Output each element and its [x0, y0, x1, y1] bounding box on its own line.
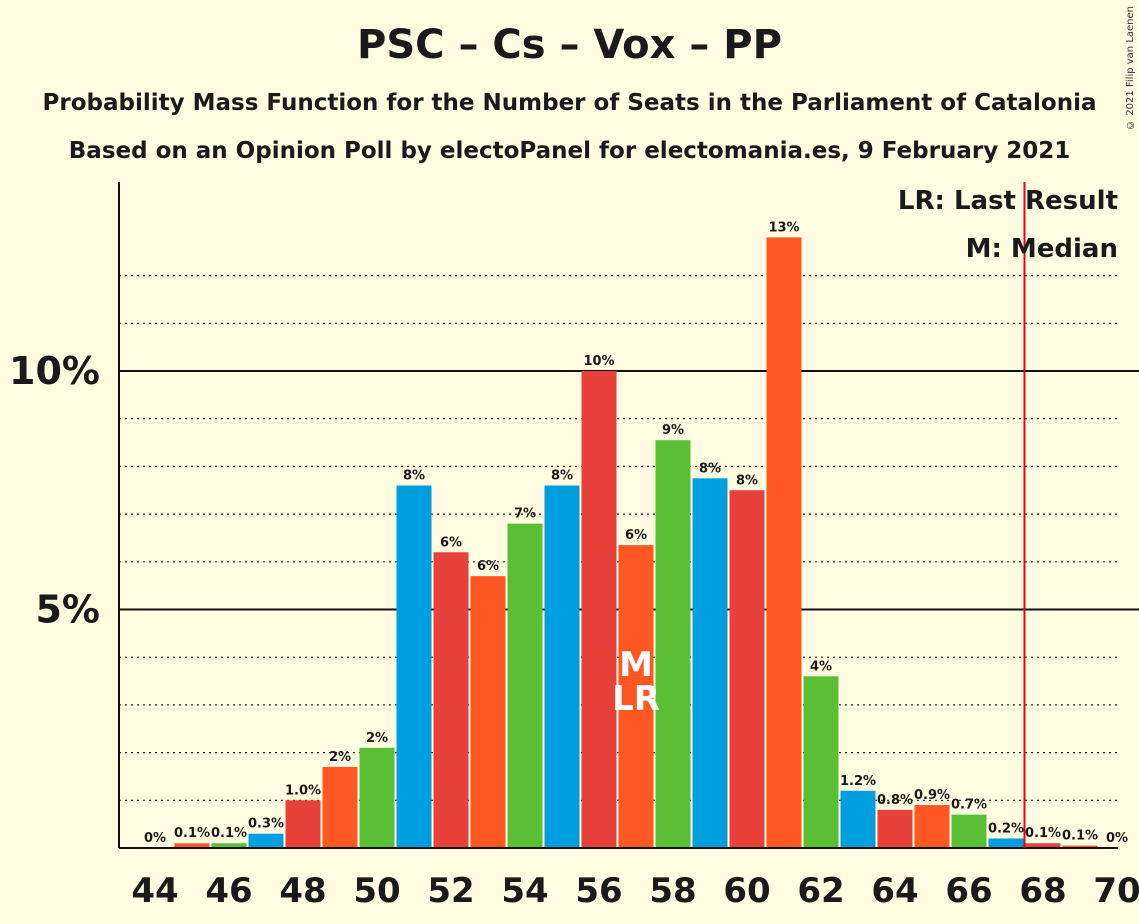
bar-seat-50 [359, 747, 395, 848]
bar-value-label: 6% [440, 535, 462, 550]
x-tick-label: 64 [871, 871, 918, 911]
bar-value-label: 2% [329, 750, 351, 765]
bar-seat-47 [248, 833, 284, 848]
bar-seat-63 [840, 790, 876, 848]
bar-seat-67 [988, 838, 1024, 848]
bar-value-label: 10% [583, 354, 614, 369]
x-tick-label: 66 [945, 871, 992, 911]
bar-seat-59 [692, 478, 728, 848]
bar-seat-65 [914, 805, 950, 848]
x-tick-label: 54 [501, 871, 548, 911]
x-tick-label: 60 [723, 871, 770, 911]
median-marker: M [619, 645, 653, 685]
x-tick-label: 52 [427, 871, 474, 911]
bar-value-label: 8% [736, 473, 758, 488]
bar-value-label: 0.1% [174, 826, 210, 841]
bar-value-label: 13% [768, 220, 799, 235]
axes: 5% 10% 44 46 48 50 52 54 56 58 60 62 64 66 68 70 [9, 182, 1139, 911]
bar-seat-49 [322, 766, 358, 848]
last-result-marker: LR [612, 679, 660, 719]
x-tick-label: 68 [1019, 871, 1066, 911]
x-tick-label: 50 [353, 871, 400, 911]
bar-value-label: 0.1% [1025, 826, 1061, 841]
bar-value-label: 0.8% [877, 793, 913, 808]
bar-value-label: 1.0% [285, 783, 321, 798]
bar-value-label: 6% [625, 528, 647, 543]
y-tick-label: 5% [35, 588, 100, 632]
x-tick-label: 56 [575, 871, 622, 911]
bar-seat-58 [655, 440, 691, 848]
bar-value-label: 0.9% [914, 788, 950, 803]
bar-value-label: 4% [810, 659, 832, 674]
bar-seat-48 [285, 800, 321, 848]
x-tick-label: 62 [797, 871, 844, 911]
bar-value-label: 1.2% [840, 774, 876, 789]
bar-value-label: 0.1% [211, 826, 247, 841]
bar-value-label: 0.3% [248, 817, 284, 832]
bar-value-label: 0.1% [1062, 829, 1098, 844]
bar-value-label: 0% [144, 831, 166, 846]
bar-value-label: 0% [1106, 831, 1128, 846]
bar-seat-56 [581, 371, 617, 848]
chart-subtitle: Probability Mass Function for the Number… [42, 90, 1097, 116]
bar-value-label: 8% [699, 461, 721, 476]
legend-last-result: LR: Last Result [898, 186, 1118, 216]
x-tick-label: 58 [649, 871, 696, 911]
x-tick-label: 44 [131, 871, 178, 911]
bar-seat-51 [396, 485, 432, 848]
legend-median: M: Median [966, 234, 1118, 264]
x-tick-label: 46 [205, 871, 252, 911]
markers: MLR [612, 182, 1026, 848]
bar-value-label: 0.2% [988, 821, 1024, 836]
x-tick-label: 48 [279, 871, 326, 911]
bar-seat-46 [211, 843, 247, 848]
bar-seat-61 [766, 237, 802, 848]
bar-seat-60 [729, 490, 765, 848]
bar-seat-66 [951, 814, 987, 848]
bar-value-label: 8% [403, 468, 425, 483]
bar-seat-53 [470, 576, 506, 848]
bar-seat-45 [174, 843, 210, 848]
chart-source: Based on an Opinion Poll by electoPanel … [68, 138, 1071, 164]
bar-seat-62 [803, 676, 839, 848]
bar-value-label: 0.7% [951, 798, 987, 813]
bar-seat-55 [544, 485, 580, 848]
bar-seat-57 [618, 545, 654, 848]
x-tick-label: 70 [1093, 871, 1139, 911]
bars [174, 237, 1098, 848]
bar-seat-64 [877, 809, 913, 848]
bar-value-label: 9% [662, 423, 684, 438]
bar-seat-54 [507, 523, 543, 848]
bar-value-label: 6% [477, 559, 499, 574]
chart-title: PSC – Cs – Vox – PP [357, 22, 782, 68]
bar-labels: 0% 0.1% 0.1%0.3%1.0%2%2%8%6%6%7%8%10%6%9%8… [144, 220, 1128, 846]
bar-seat-52 [433, 552, 469, 848]
bar-value-label: 2% [366, 731, 388, 746]
bar-value-label: 7% [514, 507, 536, 522]
y-tick-label: 10% [9, 349, 100, 393]
bar-seat-68 [1025, 843, 1061, 848]
bar-seat-69 [1062, 845, 1098, 848]
bar-value-label: 8% [551, 468, 573, 483]
